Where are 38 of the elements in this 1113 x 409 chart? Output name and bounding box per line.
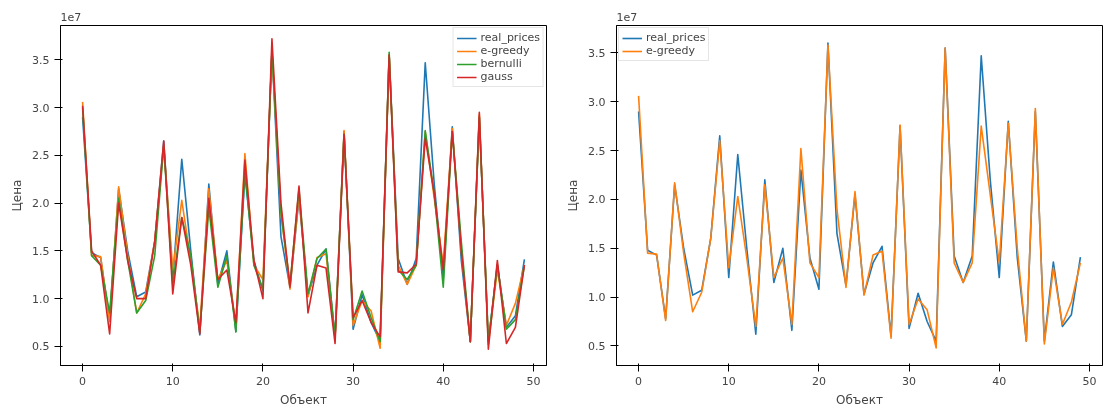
x-tick-label: 30 [902,374,917,388]
y-tick-label: 1.0 [588,291,606,305]
text: 1e7 [616,10,638,24]
y-tick-label: 2.5 [32,149,50,163]
x-tick-label: 40 [436,374,451,388]
x-tick-label: 0 [79,374,87,388]
legend-label: gauss [480,70,513,83]
y-tick-label: 0.5 [32,340,50,354]
y-tick-label: 2.0 [32,197,50,211]
y-tick-label: 1.5 [32,244,50,258]
y-tick-label: 2.0 [588,193,606,207]
x-tick-label: 20 [255,374,270,388]
legend-label: bernulli [480,57,522,70]
legend-label: real_prices [480,31,540,44]
x-tick-label: 20 [811,374,826,388]
x-tick-label: 40 [992,374,1007,388]
x-tick-label: 50 [1082,374,1097,388]
y-tick-label: 3.5 [588,46,606,60]
y-tick-label: 2.5 [588,144,606,158]
y-tick-label: 0.5 [588,339,606,353]
legend-label: e-greedy [646,44,696,57]
text: 1e7 [60,10,82,24]
y-axis-title: Цена [10,179,25,212]
y-tick-label: 3.0 [588,95,606,109]
x-axis-title: Объект [836,392,883,407]
legend-label: real_prices [646,31,706,44]
x-axis-title: Объект [280,392,327,407]
x-tick-label: 10 [721,374,736,388]
x-tick-label: 30 [346,374,361,388]
x-tick-label: 50 [526,374,541,388]
legend-label: e-greedy [480,44,530,57]
x-tick-label: 10 [165,374,180,388]
y-tick-label: 3.0 [32,101,50,115]
y-axis-title: Цена [566,179,581,212]
x-tick-label: 0 [635,374,643,388]
y-tick-label: 1.5 [588,242,606,256]
y-tick-label: 3.5 [32,53,50,67]
y-tick-label: 1.0 [32,292,50,306]
